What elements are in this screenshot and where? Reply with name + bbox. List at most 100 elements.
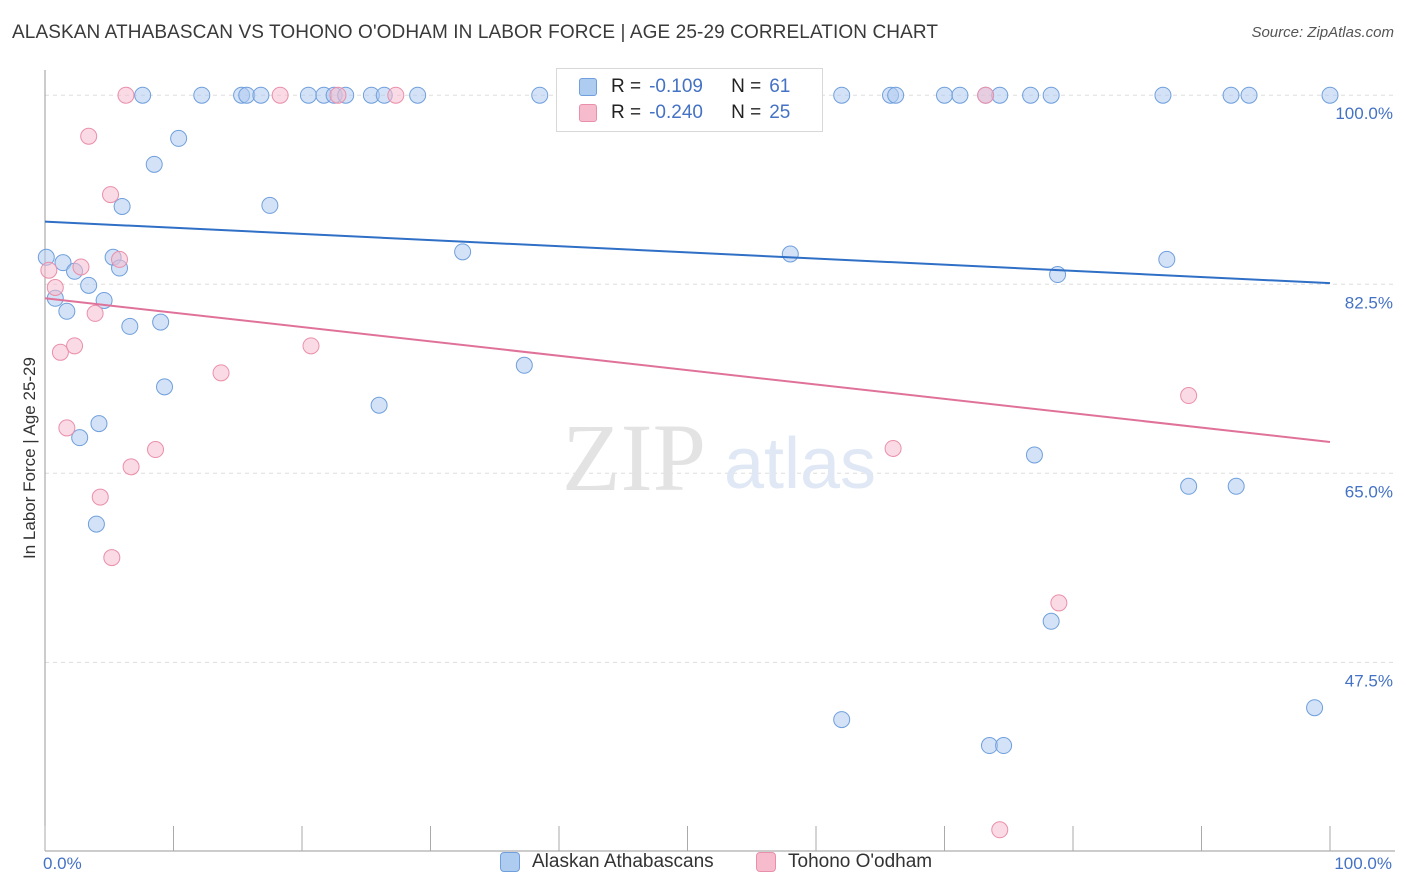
r-value: -0.109 <box>649 76 703 97</box>
pink-data-point <box>86 304 104 322</box>
y-tick-label: 65.0% <box>1345 482 1393 501</box>
blue-data-point <box>1158 250 1176 268</box>
pink-data-point <box>329 86 347 104</box>
blue-data-point <box>113 197 131 215</box>
blue-data-point <box>833 711 851 729</box>
x-tick-label: 0.0% <box>43 854 82 873</box>
pink-data-point <box>51 343 69 361</box>
pink-data-point <box>66 337 84 355</box>
blue-data-point <box>261 196 279 214</box>
r-label: R = <box>611 76 642 97</box>
blue-data-point <box>299 86 317 104</box>
blue-data-point <box>252 86 270 104</box>
blue-data-point <box>71 429 89 447</box>
blue-data-point <box>90 415 108 433</box>
blue-data-point <box>781 245 799 263</box>
stats-legend-row-blue: R = -0.109 N = 61 <box>579 74 790 100</box>
pink-data-point <box>80 127 98 145</box>
pink-data-point <box>91 488 109 506</box>
r-value: -0.240 <box>649 102 703 123</box>
x-tick-label: 100.0% <box>1334 854 1392 873</box>
blue-data-point <box>1154 86 1172 104</box>
pink-data-point <box>271 86 289 104</box>
pink-data-point <box>111 250 129 268</box>
stats-legend-row-pink: R = -0.240 N = 25 <box>579 100 790 126</box>
pink-data-point <box>1180 387 1198 405</box>
legend-swatch-blue <box>579 78 597 96</box>
watermark: ZIP atlas <box>562 404 876 511</box>
pink-data-point <box>991 821 1009 839</box>
pink-data-point <box>72 258 90 276</box>
legend-swatch-blue <box>500 852 520 872</box>
point-layer <box>37 86 1339 839</box>
pink-data-point <box>147 441 165 459</box>
pink-data-point <box>212 364 230 382</box>
n-value: 25 <box>769 102 791 123</box>
pink-trend-line <box>44 297 1331 443</box>
legend-swatch-pink <box>756 852 776 872</box>
blue-data-point <box>170 129 188 147</box>
pink-data-point <box>1050 594 1068 612</box>
grid-layer <box>45 94 1395 663</box>
legend-swatch-pink <box>579 104 597 122</box>
blue-data-point <box>134 86 152 104</box>
pink-data-point <box>302 337 320 355</box>
blue-data-point <box>145 155 163 173</box>
pink-data-point <box>122 458 140 476</box>
n-label: N = <box>731 102 762 123</box>
stats-legend: R = -0.109 N = 61 R = -0.240 N = 25 <box>556 68 823 132</box>
legend-item-alaskan-athabascans: Alaskan Athabascans <box>500 851 714 873</box>
y-tick-label: 82.5% <box>1345 293 1393 312</box>
blue-data-point <box>991 86 1009 104</box>
y-tick-label: 100.0% <box>1335 104 1393 123</box>
source-label: Source: ZipAtlas.com <box>1251 24 1394 41</box>
blue-data-point <box>936 86 953 104</box>
pink-data-point <box>884 439 902 457</box>
blue-data-point <box>121 317 139 335</box>
blue-data-point <box>1022 86 1040 104</box>
blue-data-point <box>156 378 174 396</box>
blue-data-point <box>1321 86 1339 104</box>
pink-data-point <box>977 86 995 104</box>
blue-data-point <box>1306 699 1324 717</box>
blue-data-point <box>1025 446 1043 464</box>
blue-data-point <box>1042 86 1060 104</box>
legend-label: Tohono O'odham <box>788 851 933 872</box>
watermark-atlas: atlas <box>724 424 876 504</box>
y-tick-label: 47.5% <box>1345 671 1393 690</box>
pink-data-point <box>117 86 135 104</box>
blue-data-point <box>995 737 1013 755</box>
blue-data-point <box>152 313 170 331</box>
pink-data-point <box>102 186 120 204</box>
blue-data-point <box>409 86 427 104</box>
blue-data-point <box>1222 86 1240 104</box>
blue-data-point <box>193 86 211 104</box>
blue-data-point <box>370 396 388 414</box>
n-label: N = <box>731 76 762 97</box>
pink-data-point <box>103 549 121 567</box>
pink-data-point <box>387 86 405 104</box>
blue-trend-line <box>44 220 1331 285</box>
chart-title: ALASKAN ATHABASCAN VS TOHONO O'ODHAM IN … <box>12 22 939 43</box>
legend-label: Alaskan Athabascans <box>532 851 714 872</box>
r-label: R = <box>611 102 642 123</box>
blue-data-point <box>54 254 72 272</box>
series-legend: Alaskan Athabascans Tohono O'odham <box>0 851 1406 877</box>
legend-item-tohono-oodham: Tohono O'odham <box>756 851 932 873</box>
blue-data-point <box>87 515 105 533</box>
blue-data-point <box>454 243 472 261</box>
axis-layer <box>44 70 1395 852</box>
blue-data-point <box>1227 477 1245 495</box>
blue-data-point <box>531 86 549 104</box>
blue-data-point <box>887 86 905 104</box>
blue-data-point <box>80 276 98 294</box>
blue-data-point <box>1180 477 1198 495</box>
watermark-zip: ZIP <box>562 404 706 511</box>
n-value: 61 <box>769 76 791 97</box>
pink-data-point <box>40 261 58 279</box>
trend-layer <box>44 220 1331 443</box>
tick-label-layer: 100.0% 82.5% 65.0% 47.5% 0.0% 100.0% <box>43 104 1393 873</box>
blue-data-point <box>58 302 76 320</box>
blue-data-point <box>980 737 998 755</box>
